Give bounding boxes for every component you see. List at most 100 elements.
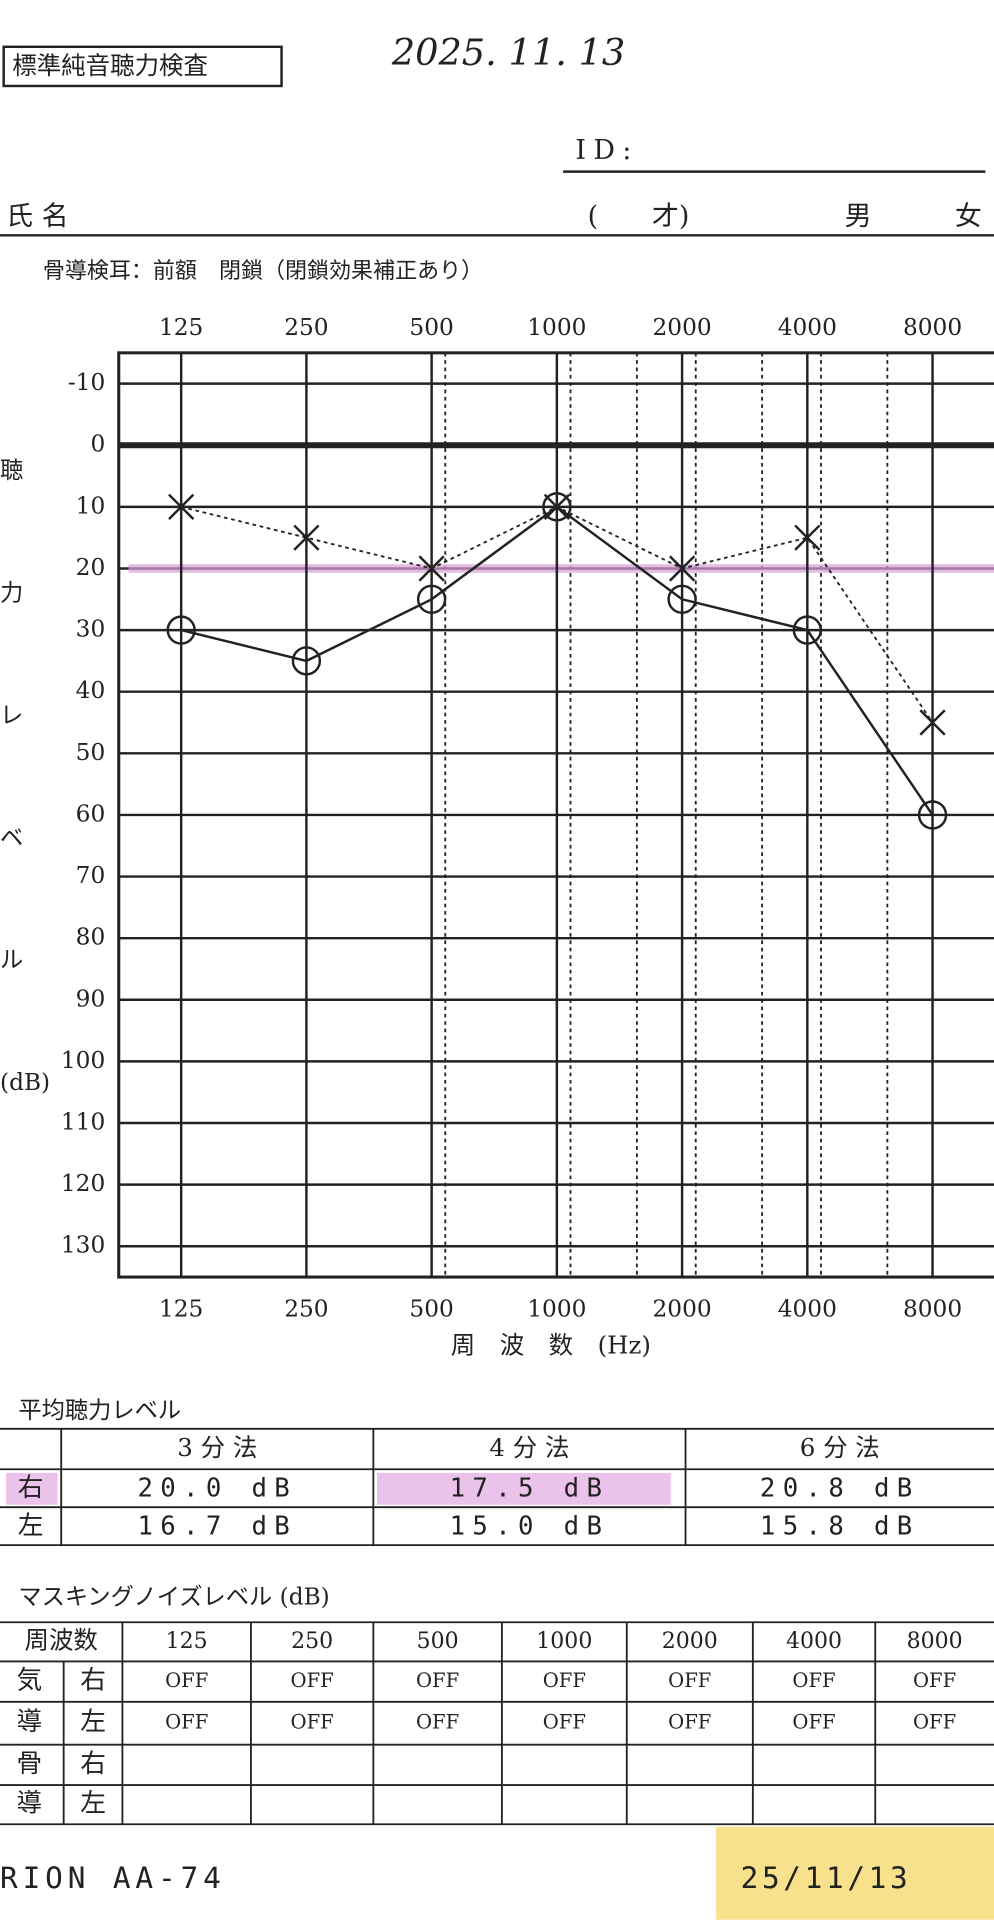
table-cell: OFF	[792, 1711, 835, 1734]
table-header: 500	[417, 1629, 459, 1654]
marker-x	[168, 493, 195, 520]
x-tick-label: 4000	[778, 314, 837, 341]
row-label: 右	[18, 1473, 44, 1503]
table-cell: 17.5 dB	[450, 1473, 610, 1503]
table-cell: OFF	[291, 1669, 334, 1692]
x-tick-label: 2000	[653, 1296, 712, 1323]
table-cell: 16.7 dB	[137, 1511, 297, 1541]
marker-x	[794, 524, 821, 551]
y-tick-label: 130	[61, 1232, 105, 1259]
table-cell: OFF	[165, 1711, 208, 1734]
table-cell: OFF	[668, 1711, 711, 1734]
x-tick-label: 250	[284, 314, 328, 341]
side-label: 左	[80, 1789, 106, 1819]
y-tick-label: 100	[61, 1047, 105, 1074]
y-label: ベ	[0, 824, 23, 851]
marker-o	[416, 584, 447, 614]
x-tick-label: 250	[284, 1296, 328, 1323]
y-tick-label: 110	[61, 1109, 105, 1136]
table-cell: 15.0 dB	[450, 1511, 610, 1541]
x-tick-label: 2000	[653, 314, 712, 341]
y-label: 聴	[0, 457, 23, 484]
group-label: 導	[17, 1707, 43, 1737]
x-tick-label: 1000	[527, 314, 586, 341]
marker-o	[917, 800, 948, 830]
y-tick-label: 20	[76, 554, 106, 581]
table-cell: OFF	[543, 1669, 586, 1692]
series-line	[180, 505, 934, 816]
x-tick-label: 500	[409, 314, 453, 341]
x-tick-label: 8000	[903, 314, 962, 341]
y-tick-label: 10	[76, 492, 106, 519]
table-cell: OFF	[668, 1669, 711, 1692]
subtitle: 骨導検耳：前額 閉鎖（閉鎖効果補正あり）	[43, 259, 483, 284]
x-tick-label: 4000	[778, 1296, 837, 1323]
marker-o	[166, 615, 196, 645]
x-label: 周 波 数 (Hz)	[451, 1330, 651, 1359]
highlight	[6, 1472, 58, 1505]
age: ( 才)	[588, 201, 690, 232]
table-header: 1000	[536, 1629, 592, 1654]
side-label: 右	[80, 1666, 106, 1696]
y-tick-label: 50	[76, 739, 106, 766]
table-cell: OFF	[913, 1711, 956, 1734]
y-tick-label: 120	[61, 1170, 105, 1197]
group-label: 骨	[17, 1749, 43, 1779]
date: 2025. 11. 13	[391, 31, 626, 74]
side-label: 左	[80, 1707, 106, 1737]
marker-x	[293, 524, 320, 551]
table-header: 6 分 法	[800, 1433, 880, 1462]
table-cell: 20.0 dB	[137, 1473, 297, 1503]
male: 男	[845, 201, 872, 232]
y-tick-label: 30	[76, 616, 106, 643]
table-cell: OFF	[913, 1669, 956, 1692]
y-label: ル	[0, 947, 23, 974]
female: 女	[955, 201, 982, 232]
row-label: 左	[18, 1511, 44, 1541]
x-tick-label: 125	[159, 1296, 203, 1323]
table-cell: OFF	[543, 1711, 586, 1734]
table-cell: OFF	[165, 1669, 208, 1692]
id-label: ID:	[575, 135, 638, 166]
table-header: 2000	[662, 1629, 718, 1654]
side-label: 右	[80, 1749, 106, 1779]
table-cell: OFF	[416, 1711, 459, 1734]
title: 標準純音聴力検査	[12, 51, 208, 80]
marker-o	[667, 584, 697, 614]
y-label: レ	[0, 702, 23, 729]
table-cell: OFF	[416, 1669, 459, 1692]
table-header: 4 分 法	[489, 1433, 569, 1462]
table-cell: 15.8 dB	[760, 1511, 920, 1541]
marker-o	[291, 646, 322, 676]
masking-title: マスキングノイズレベル (dB)	[18, 1583, 329, 1610]
average-title: 平均聴力レベル	[18, 1397, 181, 1424]
x-tick-label: 500	[409, 1296, 453, 1323]
table-cell: 20.8 dB	[760, 1473, 920, 1503]
title-box	[2, 45, 283, 88]
group-label: 導	[17, 1789, 43, 1819]
stamp: 25/11/13	[741, 1861, 912, 1895]
table-header: 250	[291, 1629, 333, 1654]
stamp-area	[716, 1826, 994, 1920]
table-header: 8000	[907, 1629, 963, 1654]
y-tick-label: 90	[76, 985, 106, 1012]
table-cell: OFF	[792, 1669, 835, 1692]
marker-x	[418, 555, 445, 582]
marker-x	[668, 555, 696, 582]
table-header: 4000	[786, 1629, 842, 1654]
group-label: 気	[17, 1666, 43, 1696]
x-tick-label: 8000	[903, 1296, 962, 1323]
name-label: 氏 名	[6, 201, 68, 232]
y-tick-label: 60	[76, 800, 106, 827]
y-label: (dB)	[0, 1069, 50, 1096]
marker-x	[919, 709, 946, 736]
highlight	[377, 1472, 671, 1505]
y-label: 力	[0, 579, 23, 606]
x-tick-label: 1000	[527, 1296, 586, 1323]
marker-o	[542, 492, 572, 522]
x-tick-label: 125	[159, 314, 203, 341]
table-corner: 周波数	[25, 1625, 98, 1654]
model: RION AA-74	[0, 1861, 226, 1895]
y-tick-label: 80	[76, 924, 106, 951]
